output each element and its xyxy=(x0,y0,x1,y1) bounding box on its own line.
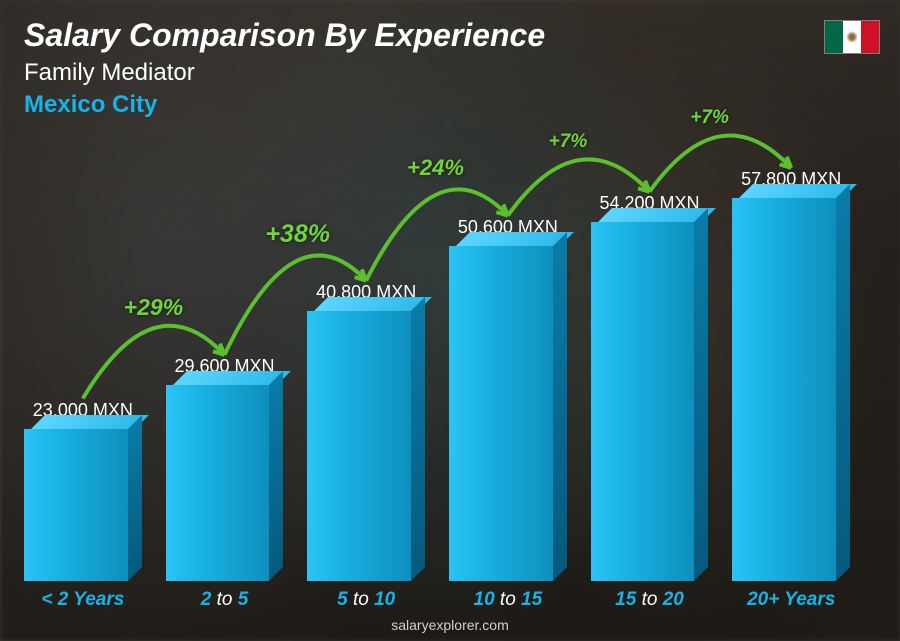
arrowhead-icon xyxy=(780,157,791,168)
bar-slot: 50,600 MXN xyxy=(449,217,567,581)
bar-slot: 57,800 MXN xyxy=(732,169,850,581)
bar-slot: 40,800 MXN xyxy=(307,282,425,581)
chart-subtitle: Family Mediator xyxy=(24,59,545,87)
flag-stripe-red xyxy=(861,21,879,53)
chart-location: Mexico City xyxy=(24,91,545,119)
pct-increase-label: +38% xyxy=(265,220,330,249)
mexico-flag-icon xyxy=(824,20,880,54)
bar xyxy=(732,198,850,581)
header: Salary Comparison By Experience Family M… xyxy=(24,18,545,119)
xaxis-label: 5 to 10 xyxy=(307,589,425,611)
xaxis-label: 10 to 15 xyxy=(449,589,567,611)
xaxis: < 2 Years 2 to 5 5 to 10 10 to 15 15 to 20 20… xyxy=(24,589,850,611)
pct-increase-label: +7% xyxy=(549,131,588,153)
bar xyxy=(307,311,425,581)
chart-title: Salary Comparison By Experience xyxy=(24,18,545,53)
pct-increase-label: +24% xyxy=(407,155,464,181)
bar xyxy=(24,429,142,581)
bar xyxy=(166,385,284,581)
bar-slot: 23,000 MXN xyxy=(24,400,142,581)
xaxis-label: 15 to 20 xyxy=(591,589,709,611)
bars-container: 23,000 MXN29,600 MXN40,800 MXN50,600 MXN… xyxy=(24,170,850,581)
bar xyxy=(449,246,567,581)
pct-increase-label: +7% xyxy=(690,107,729,129)
flag-stripe-green xyxy=(825,21,843,53)
flag-emblem-icon xyxy=(846,31,858,43)
bar-slot: 29,600 MXN xyxy=(166,356,284,581)
xaxis-label: 20+ Years xyxy=(732,589,850,611)
bar-chart: 23,000 MXN29,600 MXN40,800 MXN50,600 MXN… xyxy=(24,170,850,581)
xaxis-label: 2 to 5 xyxy=(166,589,284,611)
footer-credit: salaryexplorer.com xyxy=(0,617,900,633)
xaxis-label: < 2 Years xyxy=(24,589,142,611)
bar-slot: 54,200 MXN xyxy=(591,193,709,581)
pct-increase-label: +29% xyxy=(124,294,183,321)
bar xyxy=(591,222,709,581)
